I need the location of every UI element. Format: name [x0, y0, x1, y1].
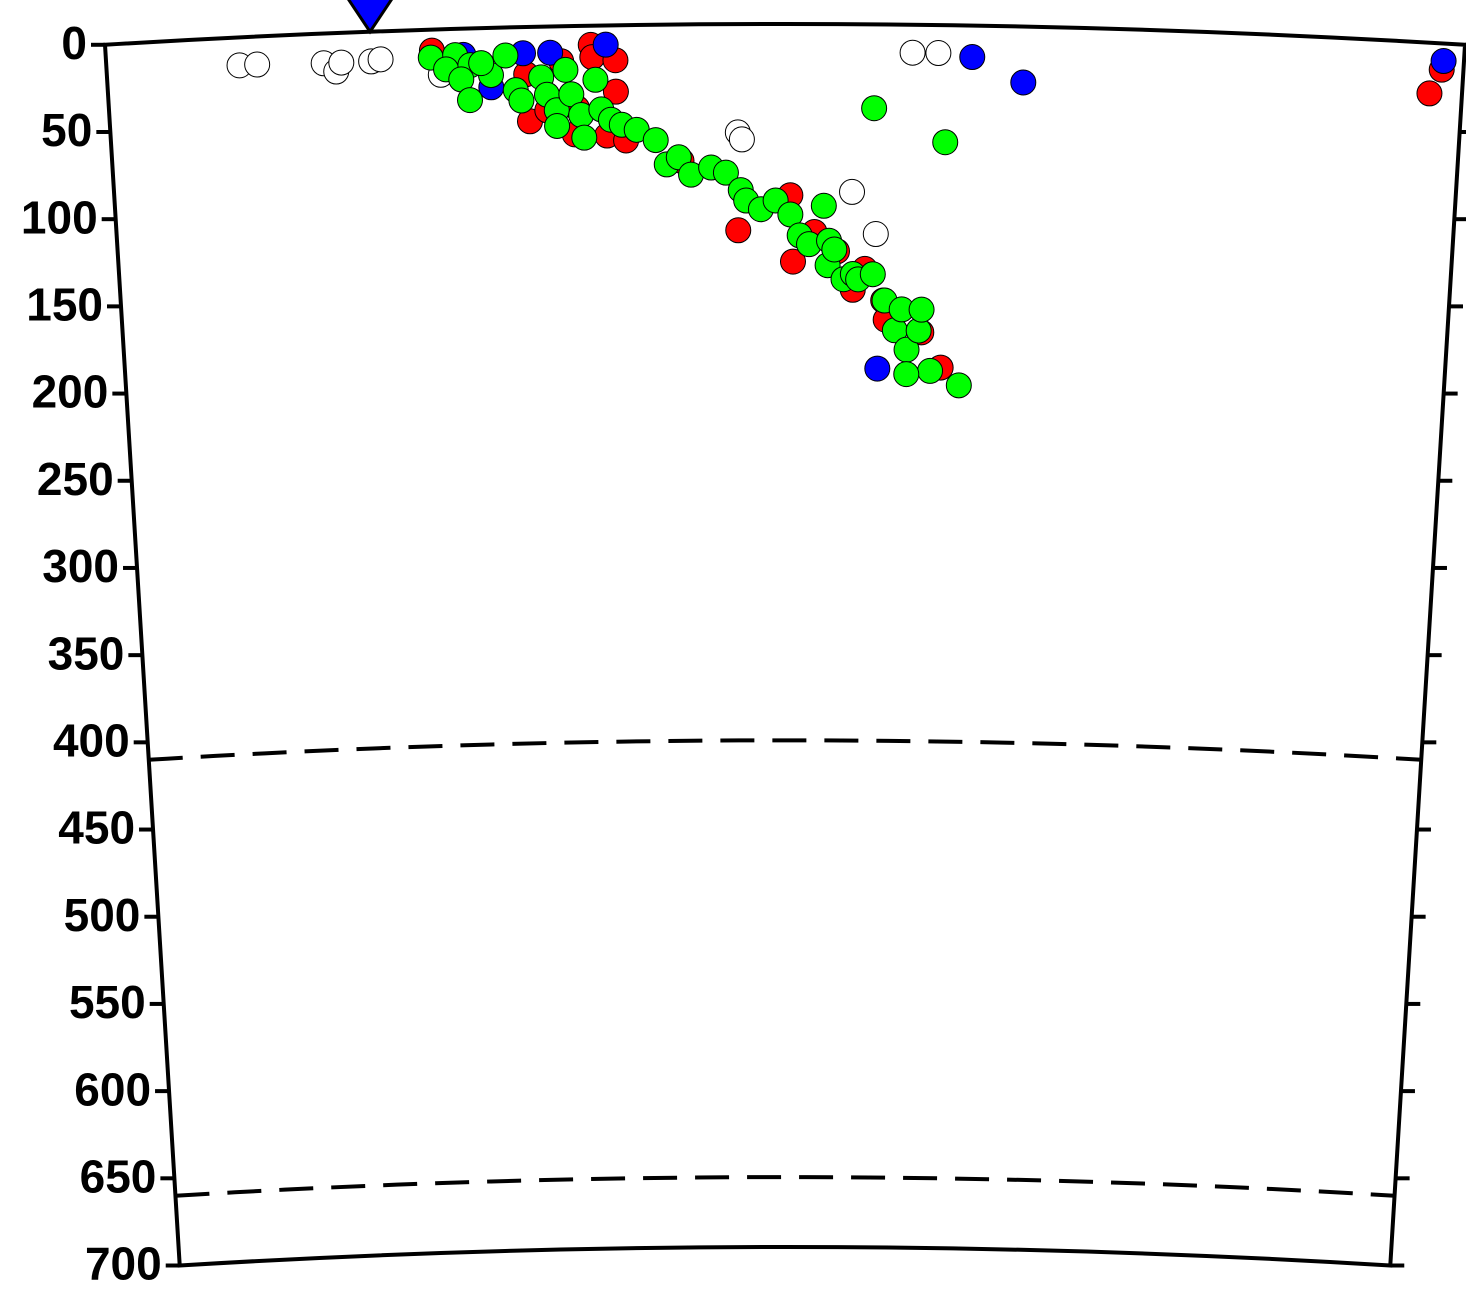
event-marker [582, 66, 609, 93]
event-marker [544, 112, 571, 139]
event-marker [602, 78, 629, 105]
event-marker [492, 42, 519, 69]
event-marker [712, 159, 739, 186]
event-marker [1430, 48, 1457, 75]
event-marker [571, 124, 598, 151]
event-marker [861, 95, 888, 122]
event-marker [457, 87, 484, 114]
y-tick-label: 600 [74, 1063, 151, 1115]
y-tick-label: 250 [37, 453, 114, 505]
discontinuity-line [175, 1175, 1395, 1198]
event-marker [810, 192, 837, 219]
y-tick-label: 200 [32, 366, 109, 418]
event-marker [945, 372, 972, 399]
y-tick-label: 150 [26, 279, 103, 331]
event-marker [728, 126, 755, 153]
event-marker [917, 357, 944, 384]
event-marker [328, 49, 355, 76]
event-marker [864, 355, 891, 382]
y-tick-label: 300 [42, 540, 119, 592]
event-marker [925, 40, 952, 67]
y-tick-label: 50 [41, 104, 92, 156]
y-tick-label: 350 [48, 627, 125, 679]
event-marker [537, 39, 564, 66]
y-tick-label: 0 [61, 17, 87, 69]
event-marker [725, 217, 752, 244]
event-marker [821, 236, 848, 263]
event-marker [642, 127, 669, 154]
event-marker [367, 46, 394, 73]
event-marker [779, 248, 806, 275]
event-marker [508, 87, 535, 114]
y-tick-label: 550 [69, 976, 146, 1028]
station-marker [347, 0, 393, 35]
event-marker [862, 221, 889, 248]
event-marker [1416, 80, 1443, 107]
y-tick-label: 450 [58, 802, 135, 854]
y-tick-label: 700 [85, 1238, 162, 1290]
discontinuity-line [148, 738, 1422, 762]
y-tick-label: 650 [80, 1150, 157, 1202]
event-marker [908, 296, 935, 323]
event-marker [859, 261, 886, 288]
y-tick-label: 400 [53, 714, 130, 766]
event-marker [552, 56, 579, 83]
event-marker [899, 39, 926, 66]
y-tick-label: 100 [21, 191, 98, 243]
event-marker [244, 51, 271, 78]
event-marker [932, 129, 959, 156]
event-marker [959, 44, 986, 71]
event-marker [893, 361, 920, 388]
event-marker [839, 178, 866, 205]
event-marker [1010, 69, 1037, 96]
y-tick-label: 500 [64, 889, 141, 941]
event-marker [468, 50, 495, 77]
event-marker [592, 31, 619, 58]
